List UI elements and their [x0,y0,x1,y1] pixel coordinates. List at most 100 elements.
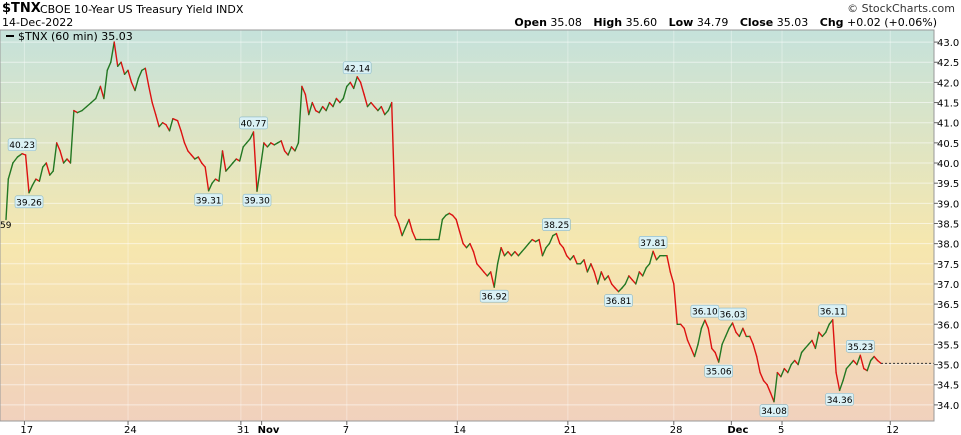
x-axis: 17 24 31 Nov 7 14 21 28 Dec 5 12 [20,421,899,435]
value-label-box [239,116,268,130]
price-segment [245,138,251,144]
price-segment [680,323,685,329]
price-segment [496,246,502,265]
price-segment [259,142,265,168]
price-segment [797,351,803,366]
price-segment [845,363,851,370]
price-segment [800,347,806,354]
price-segment [666,254,671,273]
value-label: 34.08 [761,407,787,417]
price-segment [353,76,358,90]
price-segment [579,259,585,265]
ticker-symbol: $TNX [2,1,41,16]
y-tick-label: 39.5 [937,179,959,190]
price-segment [811,339,817,350]
price-segment [614,287,620,293]
price-segment [197,156,203,164]
price-segment [624,275,630,285]
price-segment [524,242,530,249]
price-segment [204,166,210,192]
price-segment [294,142,300,152]
price-segment [130,81,136,92]
value-label: 40.23 [9,141,35,151]
price-segment [776,371,782,378]
value-label-box [604,294,633,307]
price-segment [600,271,606,281]
price-segment [384,109,389,116]
value-label-box [194,193,223,207]
price-segment [738,327,744,338]
x-tick-label: 24 [124,425,137,435]
price-segment [462,242,468,249]
price-segment [183,142,189,152]
price-segment [356,76,362,84]
price-segment [669,271,675,285]
price-segment [455,218,461,233]
price-segment [493,263,499,288]
price-segment [686,339,692,350]
price-segment [490,271,495,288]
price-segment [752,343,758,358]
price-segment [479,267,485,273]
x-tick-label: 12 [886,425,899,435]
value-label-box [818,304,847,318]
value-label-box [718,307,747,321]
price-segment [503,250,509,257]
y-tick-label: 38.5 [937,219,959,230]
price-segment [814,331,820,350]
price-segment [555,232,561,245]
price-segment [545,242,551,249]
price-segment [187,150,193,156]
x-tick-label: Dec [727,425,748,435]
value-label: 36.10 [692,308,718,318]
value-label: 40.77 [241,119,267,129]
price-segment [180,130,186,144]
value-label: 39.31 [196,196,222,206]
value-label-box [638,235,668,249]
price-segment [411,230,417,241]
price-segment [308,101,313,116]
price-segment [818,331,823,338]
price-segment [866,359,872,372]
price-segment [648,250,654,265]
price-segment [24,154,30,194]
price-segment [31,178,37,186]
price-segment [790,359,796,366]
price-segment [838,380,844,392]
price-segment [137,69,143,80]
y-tick-label: 35.5 [937,340,959,351]
price-segment [773,371,779,403]
x-tick-label: 7 [343,425,349,435]
price-segment [28,184,34,194]
value-label-box [242,193,272,207]
price-segment [711,347,716,354]
price-segment [569,254,575,261]
price-segment [59,150,65,164]
price-segment [628,275,633,281]
x-tick-label: 31 [237,425,250,435]
chg-label: Chg [819,16,844,29]
price-segment [714,351,720,363]
price-segment [404,218,410,229]
price-segment [211,178,217,184]
value-label: 35.06 [706,368,732,378]
price-segment [794,359,799,366]
price-segment [635,271,640,285]
value-label: 36.81 [606,297,632,307]
price-segment [731,322,737,333]
price-segment [190,154,196,160]
price-segment [221,150,227,172]
y-tick-label: 37.0 [937,280,959,291]
price-segment [718,343,723,363]
price-segment [366,101,372,108]
price-segment [200,162,206,168]
price-segment [566,254,571,261]
value-label-box [14,195,44,209]
value-label-box [846,339,875,353]
price-segment [483,271,488,277]
price-segment [728,322,734,329]
price-segment [127,69,133,84]
price-segment [548,234,554,245]
price-segment [49,170,54,176]
left-edge-label: 59 [0,221,12,231]
